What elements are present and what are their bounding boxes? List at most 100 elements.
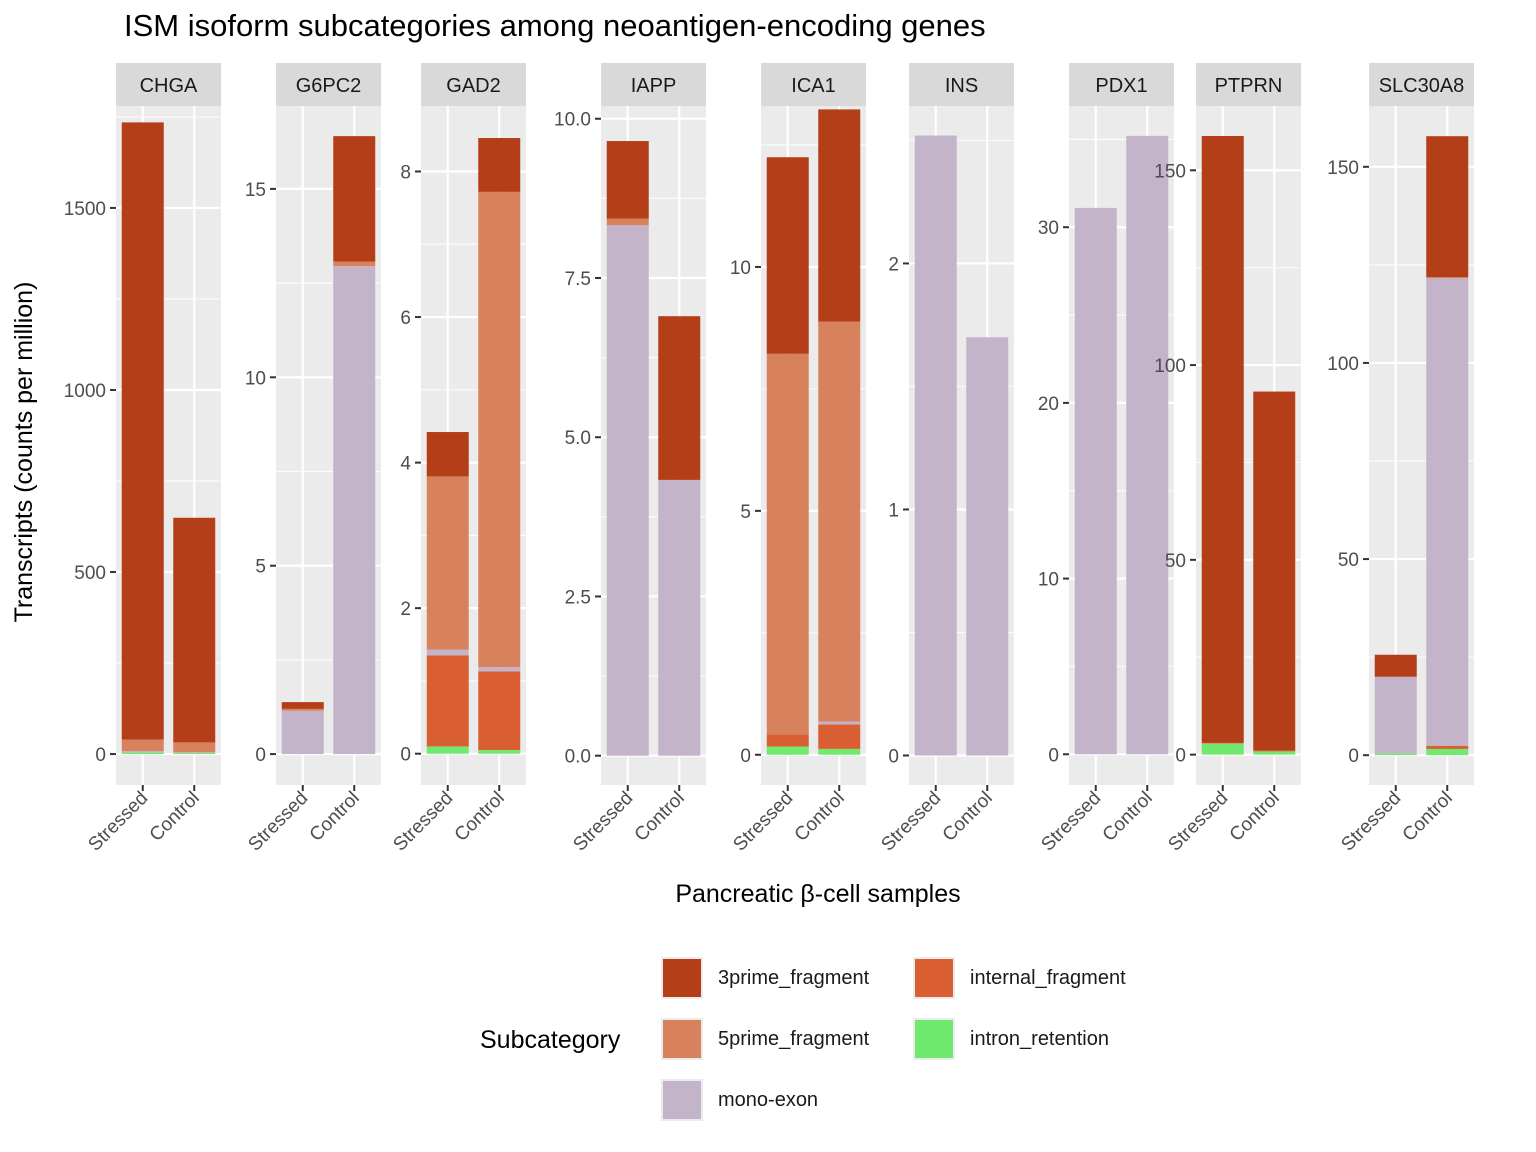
bar-segment-intron-retention	[1253, 751, 1296, 755]
bar-chga-control	[173, 517, 216, 755]
bar-segment-5prime-fragment	[606, 218, 649, 226]
bar-segment-3prime-fragment	[1426, 136, 1469, 278]
y-tick-label: 0	[1175, 746, 1186, 767]
bar-segment-3prime-fragment	[173, 517, 216, 743]
y-tick-label: 50	[1165, 551, 1186, 572]
x-tick-label: Control	[791, 788, 849, 846]
legend-label-mono-exon: mono-exon	[718, 1088, 819, 1111]
bar-segment-5prime-fragment	[766, 353, 809, 735]
chart-title: ISM isoform subcategories among neoantig…	[124, 8, 986, 43]
bar-segment-3prime-fragment	[818, 109, 861, 322]
facet-strip-label: ICA1	[791, 75, 835, 97]
bar-segment-internal-fragment	[1426, 745, 1469, 749]
x-tick-label: Stressed	[1037, 788, 1105, 856]
facet-strip-label: G6PC2	[296, 75, 362, 97]
y-tick-label: 0	[1048, 745, 1059, 766]
legend-label-intron-retention: intron_retention	[970, 1027, 1109, 1050]
bar-segment-mono-exon	[1074, 207, 1117, 755]
facet-strip-label: INS	[945, 75, 978, 97]
facet-strip	[1069, 63, 1174, 106]
x-tick-label: Stressed	[877, 788, 945, 856]
bar-segment-5prime-fragment	[173, 742, 216, 753]
x-tick-label: Stressed	[569, 788, 637, 856]
bar-segment-mono-exon	[658, 479, 701, 756]
facet-strip	[421, 63, 526, 106]
bar-segment-3prime-fragment	[766, 157, 809, 354]
legend-key-mono-exon	[660, 1078, 704, 1122]
bar-segment-mono-exon	[1374, 676, 1417, 754]
y-tick-label: 150	[1327, 158, 1359, 179]
bar-gad2-control	[478, 138, 521, 754]
y-tick-label: 100	[1154, 356, 1186, 377]
bar-segment-5prime-fragment	[1201, 742, 1244, 744]
y-tick-label: 8	[400, 162, 411, 183]
bar-segment-intron-retention	[1426, 748, 1469, 756]
facet-strip-label: IAPP	[631, 75, 677, 97]
bar-segment-5prime-fragment	[1426, 277, 1469, 279]
y-tick-label: 10	[245, 368, 266, 389]
y-tick-label: 0	[400, 745, 411, 766]
facet-strip	[116, 63, 221, 106]
bar-segment-mono-exon	[121, 751, 164, 753]
bar-segment-5prime-fragment	[1253, 750, 1296, 752]
facet-strip	[909, 63, 1014, 106]
y-tick-label: 1500	[64, 199, 106, 220]
x-tick-label: Control	[1226, 788, 1284, 846]
bar-segment-5prime-fragment	[333, 261, 376, 267]
legend-item-mono-exon: mono-exon	[660, 1078, 818, 1122]
legend-label-internal-fragment: internal_fragment	[970, 966, 1126, 989]
x-tick-label: Stressed	[84, 788, 152, 856]
x-tick-label: Control	[631, 788, 689, 846]
bar-pdx1-control	[1126, 135, 1169, 755]
x-tick-label: Control	[451, 788, 509, 846]
legend-label-3prime-fragment: 3prime_fragment	[718, 966, 870, 989]
bar-segment-mono-exon	[1126, 135, 1169, 755]
facet-strip-label: PTPRN	[1215, 75, 1283, 97]
bar-segment-3prime-fragment	[1253, 391, 1296, 751]
bar-ptprn-stressed	[1201, 135, 1244, 755]
y-tick-label: 5.0	[565, 428, 591, 449]
facet-strip	[276, 63, 381, 106]
bar-slc30a8-stressed	[1374, 654, 1417, 756]
bar-segment-5prime-fragment	[281, 708, 324, 711]
y-tick-label: 20	[1038, 394, 1059, 415]
facet-strip-label: GAD2	[446, 75, 500, 97]
bar-chga-stressed	[121, 122, 164, 755]
bar-segment-internal-fragment	[478, 671, 521, 751]
bar-segment-internal-fragment	[766, 734, 809, 747]
bar-segment-intron-retention	[173, 752, 216, 755]
y-tick-label: 2	[888, 254, 899, 275]
x-tick-label: Control	[306, 788, 364, 846]
facet-strip	[1369, 63, 1474, 106]
y-tick-label: 0	[95, 745, 106, 766]
bar-segment-5prime-fragment	[478, 191, 521, 668]
bar-ica1-control	[818, 109, 861, 755]
x-tick-label: Control	[146, 788, 204, 846]
legend-key-3prime-fragment	[660, 956, 704, 1000]
facet-strip-label: SLC30A8	[1379, 75, 1465, 97]
bar-g6pc2-control	[333, 136, 376, 755]
bar-segment-intron-retention	[818, 748, 861, 755]
bar-segment-intron-retention	[426, 746, 469, 754]
bar-g6pc2-stressed	[281, 702, 324, 755]
bar-segment-5prime-fragment	[818, 321, 861, 722]
x-tick-label: Control	[939, 788, 997, 846]
legend-item-5prime-fragment: 5prime_fragment	[660, 1017, 869, 1061]
legend-key-intron-retention	[912, 1017, 956, 1061]
bar-segment-mono-exon	[478, 667, 521, 672]
bar-segment-mono-exon	[606, 225, 649, 756]
bar-segment-mono-exon	[333, 266, 376, 755]
bar-slc30a8-control	[1426, 136, 1469, 756]
y-tick-label: 10	[1038, 570, 1059, 591]
bar-segment-internal-fragment	[426, 655, 469, 747]
bar-segment-3prime-fragment	[606, 141, 649, 219]
bar-segment-3prime-fragment	[1201, 135, 1244, 743]
y-tick-label: 4	[400, 454, 411, 475]
